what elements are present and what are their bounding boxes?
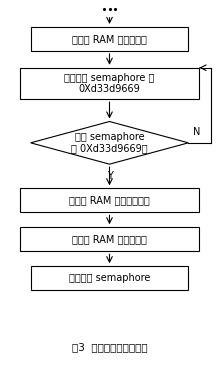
Text: Y: Y [107,171,112,181]
Text: 向双口 RAM 送跟踪数据: 向双口 RAM 送跟踪数据 [72,34,147,44]
FancyBboxPatch shape [31,266,188,290]
Polygon shape [31,121,188,164]
Text: 向双口 RAM 送跟踪数据: 向双口 RAM 送跟踪数据 [72,234,147,244]
Text: 图3  主计算机程序流程图: 图3 主计算机程序流程图 [72,342,147,352]
Text: N: N [193,127,200,137]
FancyBboxPatch shape [20,188,199,212]
Text: 设置输人 semaphore 为
0Xd33d9669: 设置输人 semaphore 为 0Xd33d9669 [64,73,155,94]
Text: 输出 semaphore
为 0Xd33d9669？: 输出 semaphore 为 0Xd33d9669？ [71,132,148,154]
Text: 从双口 RAM 中取滤波结果: 从双口 RAM 中取滤波结果 [69,196,150,205]
Text: 清除输出 semaphore: 清除输出 semaphore [69,273,150,283]
FancyBboxPatch shape [20,68,199,99]
FancyBboxPatch shape [31,27,188,51]
FancyBboxPatch shape [20,227,199,252]
